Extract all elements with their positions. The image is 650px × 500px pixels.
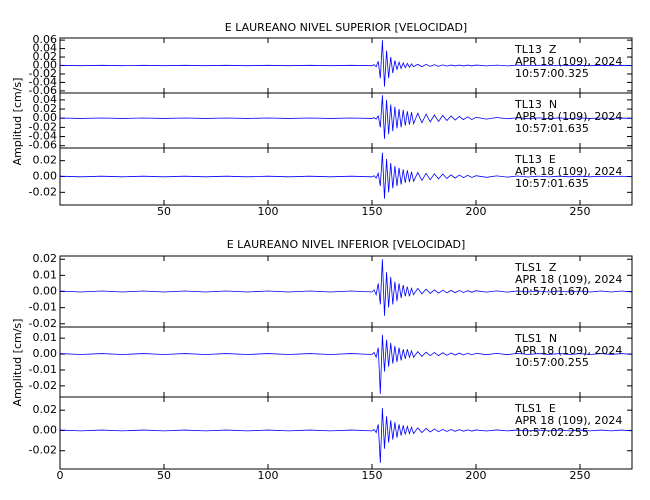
y-tick-label: 0.04: [33, 93, 58, 106]
x-tick-label: 50: [157, 205, 171, 218]
trace-label: 10:57:01.635: [515, 177, 589, 190]
trace-label: 10:57:01.635: [515, 122, 589, 135]
y-tick-label: 0.04: [33, 42, 58, 55]
y-tick-label: -0.02: [29, 67, 57, 80]
y-tick-label: 0.01: [33, 331, 58, 344]
y-tick-label: 0.00: [33, 285, 58, 298]
waveform: [59, 40, 633, 87]
x-tick-label: 150: [362, 469, 383, 482]
y-tick-label: 0.00: [33, 59, 58, 72]
x-tick-label: 50: [157, 469, 171, 482]
x-tick-label: 0: [57, 469, 64, 482]
x-tick-label: 100: [258, 469, 279, 482]
trace-label: 10:57:00.255: [515, 356, 589, 369]
trace-label: TLS1 N: [514, 332, 557, 345]
y-tick-label: -0.04: [29, 130, 57, 143]
x-tick-label: 100: [258, 205, 279, 218]
y-tick-label: -0.04: [29, 75, 57, 88]
y-tick-label: 0.02: [33, 252, 58, 265]
y-tick-label: -0.06: [29, 84, 57, 97]
y-tick-label: -0.02: [29, 317, 57, 330]
y-tick-label: -0.02: [29, 185, 57, 198]
y-tick-label: -0.02: [29, 444, 57, 457]
panel-frame: [59, 396, 633, 470]
trace-label: APR 18 (109), 2024: [515, 165, 622, 178]
chart-title: E LAUREANO NIVEL SUPERIOR [VELOCIDAD]: [225, 21, 467, 34]
y-tick-label: -0.02: [29, 379, 57, 392]
y-axis-label: Amplitud [cm/s]: [11, 319, 24, 407]
waveform: [59, 408, 633, 463]
y-tick-label: 0.00: [33, 347, 58, 360]
trace-label: 10:57:02.255: [515, 426, 589, 439]
x-tick-label: 250: [570, 469, 591, 482]
waveform: [59, 334, 633, 394]
x-tick-label: 200: [466, 205, 487, 218]
x-tick-label: 150: [362, 205, 383, 218]
y-tick-label: 0.06: [33, 33, 58, 46]
trace-label: APR 18 (109), 2024: [515, 55, 622, 68]
trace-label: TLS1 Z: [514, 261, 557, 274]
y-tick-label: 0.01: [33, 268, 58, 281]
trace-label: APR 18 (109), 2024: [515, 273, 622, 286]
trace-label: 10:57:00.325: [515, 67, 589, 80]
trace-label: TL13 Z: [514, 43, 557, 56]
trace-label: APR 18 (109), 2024: [515, 414, 622, 427]
y-tick-label: 0.02: [33, 50, 58, 63]
trace-label: TL13 E: [514, 153, 556, 166]
waveform: [59, 152, 633, 199]
y-tick-label: 0.02: [33, 154, 58, 167]
x-tick-label: 250: [570, 205, 591, 218]
trace-label: 10:57:01.670: [515, 285, 589, 298]
chart-title: E LAUREANO NIVEL INFERIOR [VELOCIDAD]: [227, 238, 466, 251]
y-tick-label: 0.00: [33, 170, 58, 183]
y-axis-label: Amplitud [cm/s]: [11, 78, 24, 166]
y-tick-label: 0.00: [33, 111, 58, 124]
trace-label: TLS1 E: [514, 402, 556, 415]
y-tick-label: 0.02: [33, 403, 58, 416]
waveform: [59, 95, 633, 139]
y-tick-label: -0.01: [29, 301, 57, 314]
y-tick-label: 0.02: [33, 102, 58, 115]
trace-label: TL13 N: [514, 98, 557, 111]
trace-label: APR 18 (109), 2024: [515, 110, 622, 123]
y-tick-label: -0.06: [29, 139, 57, 152]
x-tick-label: 200: [466, 469, 487, 482]
trace-label: APR 18 (109), 2024: [515, 344, 622, 357]
y-tick-label: -0.01: [29, 363, 57, 376]
y-tick-label: -0.02: [29, 120, 57, 133]
waveform: [59, 259, 633, 316]
y-tick-label: 0.00: [33, 423, 58, 436]
